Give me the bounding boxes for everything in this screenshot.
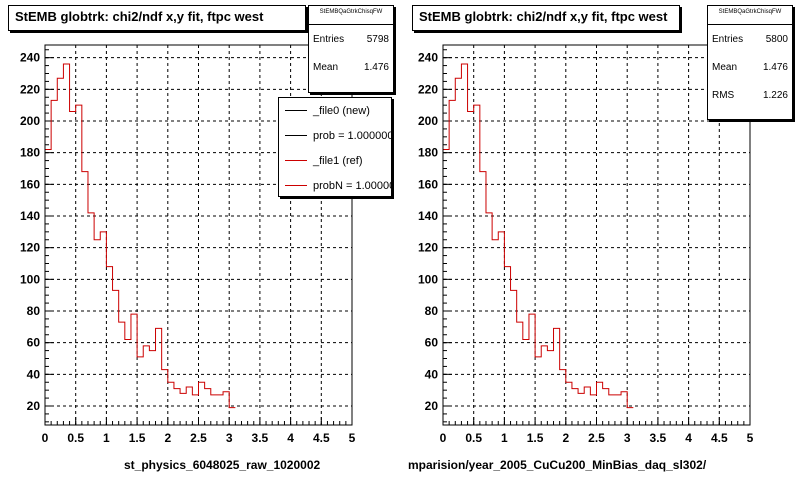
y-tick-label: 140 [20,209,40,223]
x-tick-label: 1 [103,431,110,445]
legend-item: prob = 1.000000 [279,123,391,148]
y-tick-label: 160 [20,177,40,191]
right-plot-title: StEMB globtrk: chi2/ndf x,y fit, ftpc we… [412,5,680,31]
x-tick-label: 0 [42,431,49,445]
legend-line-ref [285,160,307,161]
x-tick-label: 1.5 [527,431,544,445]
x-tick-label: 1 [501,431,508,445]
y-tick-label: 100 [20,272,40,286]
left-plot-title: StEMB globtrk: chi2/ndf x,y fit, ftpc we… [8,5,306,31]
stats-value: 5798 [366,33,389,45]
x-tick-label: 2 [562,431,569,445]
plot-frame [44,44,353,426]
x-tick-label: 5 [349,431,356,445]
y-tick-label: 220 [418,82,438,96]
right-stats-rms: RMS 1.226 [708,81,792,109]
x-tick-label: 2 [164,431,171,445]
y-tick-label: 220 [20,82,40,96]
right-footer-label: mparision/year_2005_CuCu200_MinBias_daq_… [408,458,707,472]
x-tick-label: 5 [747,431,754,445]
legend-line-probn [285,185,307,186]
y-tick-label: 120 [20,241,40,255]
x-tick-label: 4 [685,431,692,445]
left-stats-entries: Entries 5798 [309,25,393,53]
stats-label: RMS [712,89,735,101]
legend-label: _file1 (ref) [313,154,363,167]
legend-label: prob = 1.000000 [313,129,392,142]
y-tick-label: 20 [425,399,439,413]
legend-item: _file1 (ref) [279,148,391,173]
y-tick-label: 20 [27,399,41,413]
y-tick-label: 60 [27,336,41,350]
y-tick-label: 40 [27,367,41,381]
stats-value: 5800 [765,33,788,45]
y-tick-label: 120 [418,241,438,255]
left-footer-label: st_physics_6048025_raw_1020002 [124,458,321,472]
x-tick-label: 3.5 [252,431,269,445]
legend-item: probN = 1.000000 [279,173,391,196]
histogram-series-ref [45,63,236,409]
left-legend: _file0 (new) prob = 1.000000 _file1 (ref… [278,97,392,197]
stats-value: 1.226 [762,89,788,101]
x-tick-label: 2.5 [588,431,605,445]
x-tick-label: 0 [440,431,447,445]
y-tick-label: 80 [27,304,41,318]
y-tick-label: 200 [418,114,438,128]
right-stats-entries: Entries 5800 [708,25,792,53]
y-tick-label: 140 [418,209,438,223]
x-tick-label: 3 [624,431,631,445]
y-tick-label: 60 [425,336,439,350]
right-stats-mean: Mean 1.476 [708,53,792,81]
x-tick-label: 1.5 [129,431,146,445]
left-stats-box: StEMBQaGtrkChisqFW Entries 5798 Mean 1.4… [308,5,394,93]
legend-label: probN = 1.000000 [313,179,391,192]
x-tick-label: 4.5 [313,431,330,445]
histogram-series-ref [443,63,634,409]
plot-frame [442,44,751,426]
stats-value: 1.476 [363,61,389,73]
legend-line-prob [285,135,307,136]
stats-label: Mean [712,61,738,73]
x-tick-label: 2.5 [190,431,207,445]
y-tick-label: 180 [20,146,40,160]
right-stats-box: StEMBQaGtrkChisqFW Entries 5800 Mean 1.4… [707,5,793,120]
x-tick-label: 3 [226,431,233,445]
plot-area [443,45,750,425]
y-tick-label: 100 [418,272,438,286]
legend-line-new [285,110,307,111]
left-stats-name: StEMBQaGtrkChisqFW [309,6,393,25]
x-tick-label: 4 [287,431,294,445]
legend-item: _file0 (new) [279,98,391,123]
y-tick-label: 180 [418,146,438,160]
y-tick-label: 80 [425,304,439,318]
y-tick-label: 240 [418,51,438,65]
legend-label: _file0 (new) [313,104,370,117]
y-tick-label: 200 [20,114,40,128]
x-tick-label: 0.5 [67,431,84,445]
y-tick-label: 240 [20,51,40,65]
stats-label: Mean [313,61,339,73]
left-stats-mean: Mean 1.476 [309,53,393,81]
x-tick-label: 0.5 [465,431,482,445]
stats-value: 1.476 [762,61,788,73]
right-stats-name: StEMBQaGtrkChisqFW [708,6,792,25]
x-tick-label: 4.5 [711,431,728,445]
y-tick-label: 160 [418,177,438,191]
x-tick-label: 3.5 [650,431,667,445]
stats-label: Entries [712,33,744,45]
y-tick-label: 40 [425,367,439,381]
stats-label: Entries [313,33,345,45]
